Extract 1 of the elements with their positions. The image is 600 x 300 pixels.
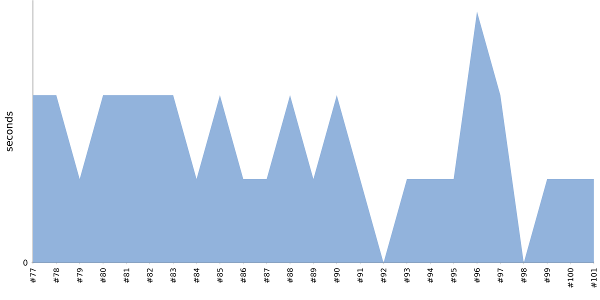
y-axis-title: seconds <box>4 112 13 152</box>
